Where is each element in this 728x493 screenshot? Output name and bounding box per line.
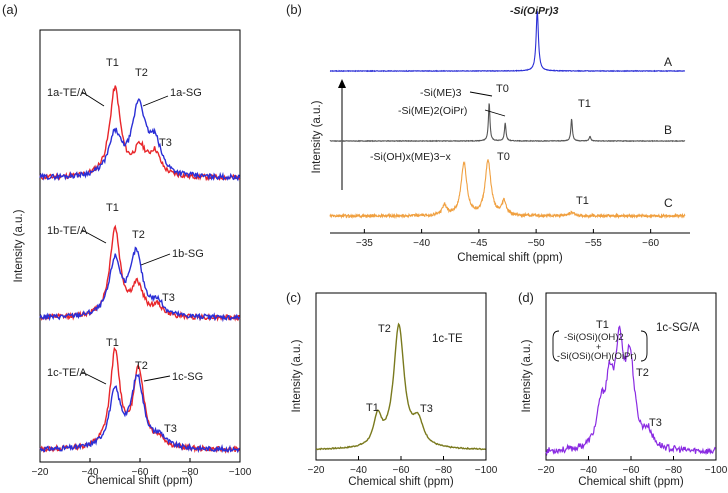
label-b-t0: T0 [496,83,509,95]
label-c-t1: T1 [366,402,379,414]
label-c-t3: T3 [420,403,433,415]
panel-d-xlabel: Chemical shift (ppm) [578,476,684,488]
label-si-oipr3: -Si(OiPr)3 [510,5,559,17]
panel-a-tick-label: −60 [132,467,149,478]
label-1c-t2: T2 [135,360,148,372]
label-si-me3: -Si(ME)3 [420,87,462,99]
label-c-t2: T2 [378,323,391,335]
label-d-t3: T3 [649,417,662,429]
panel-b-tick-label: −35 [356,238,373,249]
label-1c-te: 1c-TE/A [47,367,87,379]
label-b-t1: T1 [578,98,591,110]
panel-d-tick-label: −80 [665,465,682,476]
spectrum-C-label: C [664,196,673,210]
panel-b-ylabel: Intensity (a.u.) [311,100,323,173]
label-1b-te: 1b-TE/A [47,225,88,237]
label-d-t1: T1 [596,319,609,331]
label-c-t1: T1 [576,195,589,207]
pointer-1b-te [81,229,107,244]
trace-A [329,11,686,73]
label-si-me2-oipr: -Si(ME)2(OiPr) [398,105,467,117]
panel-c-title: 1c-TE [432,333,463,345]
label-d-plus: + [596,342,601,352]
panel-d-tick-label: −60 [623,465,640,476]
panel-a-tick-label: −100 [229,467,252,478]
panel-b-tick-label: −50 [528,238,545,249]
panel-b-tick-label: −55 [585,238,602,249]
panel-a-tick-label: −80 [182,467,199,478]
label-1a-te: 1a-TE/A [47,87,88,99]
panel-c-tick-label: −80 [435,465,452,476]
label-1c-sg: 1c-SG [172,371,203,383]
panel-d-title: 1c-SG/A [656,322,700,334]
panel-c-xlabel: Chemical shift (ppm) [348,476,454,488]
panel-c-label: (c) [286,290,301,305]
label-d-si-oh-oipr: -Si(OSi)(OH)(OiPr) [557,351,637,362]
spectrum-A-label: A [664,55,672,69]
trace-1c-te [315,322,486,451]
label-1c-t3: T3 [164,423,177,435]
panel-b-tick-label: −45 [470,238,487,249]
label-1a-t2: T2 [135,67,148,79]
panel-d-ylabel: Intensity (a.u.) [521,339,533,412]
panel-b-xlabel: Chemical shift (ppm) [457,252,563,264]
trace-C [329,159,686,220]
label-1b-t3: T3 [162,292,175,304]
trace-1c-sg [545,325,717,457]
panel-b-tick-label: −60 [642,238,659,249]
panel-d-tick-label: −100 [705,465,728,476]
label-1b-t1: T1 [106,202,119,214]
bracket-right [640,330,648,362]
label-d-si-oh2: -Si(OSi)(OH)2 [564,332,624,343]
pointer-1b-sg [140,253,171,266]
trace-1b-te [39,224,241,322]
label-si-oh-me: -Si(OH)x(ME)3−x [370,151,452,163]
panel-d-tick-label: −20 [538,465,555,476]
panel-a-tick-label: −40 [82,467,99,478]
label-1b-t2: T2 [132,229,145,241]
panel-a-ylabel: Intensity (a.u.) [13,209,25,282]
label-1b-sg: 1b-SG [172,248,204,260]
panel-c-tick-label: −20 [308,465,325,476]
panel-c-frame [315,292,487,461]
panel-b: (b) Intensity (a.u.) −35 −40 −45 −50 −55 −60 … [286,2,690,264]
label-d-t2: T2 [636,367,649,379]
spectrum-B-label: B [664,123,672,137]
panel-a-label: (a) [2,2,18,17]
label-1a-t1: T1 [106,57,119,69]
trace-B [329,103,686,143]
pointer-si-me2 [484,109,506,117]
pointer-1c-sg [143,375,171,382]
panel-d: (d) −20 −40 −60 −80 −100 Chemical shift (ppm… [518,290,728,488]
panel-a-xlabel: Chemical shift (ppm) [87,475,193,487]
pointer-1a-sg [142,95,169,107]
trace-1b-sg [39,246,241,323]
trace-1a-sg [39,98,241,182]
panel-b-tick-label: −40 [413,238,430,249]
label-1a-t3: T3 [159,137,172,149]
panel-b-y-arrowhead [338,79,346,88]
panel-c-tick-label: −100 [475,465,498,476]
panel-d-frame [545,292,717,461]
trace-1a-te [39,85,241,182]
panel-c-tick-label: −60 [393,465,410,476]
panel-b-label: (b) [286,2,302,17]
pointer-1a-te [81,91,105,107]
panel-d-tick-label: −40 [580,465,597,476]
pointer-si-me3 [469,91,493,97]
panel-a: (a) −20 −40 −60 −80 −100 Chemical shift (ppm… [2,2,252,487]
panel-a-tick-label: −20 [32,467,49,478]
panel-c-tick-label: −40 [350,465,367,476]
label-c-t0: T0 [497,151,510,163]
pointer-1c-te [81,371,107,385]
trace-1c-sg [39,373,241,454]
panel-c: (c) −20 −40 −60 −80 −100 Chemical shift (ppm… [286,290,498,488]
label-1c-t1: T1 [106,337,119,349]
panel-d-label: (d) [518,290,534,305]
label-1a-sg: 1a-SG [170,87,202,99]
panel-c-ylabel: Intensity (a.u.) [291,339,303,412]
bracket-left [552,330,560,362]
